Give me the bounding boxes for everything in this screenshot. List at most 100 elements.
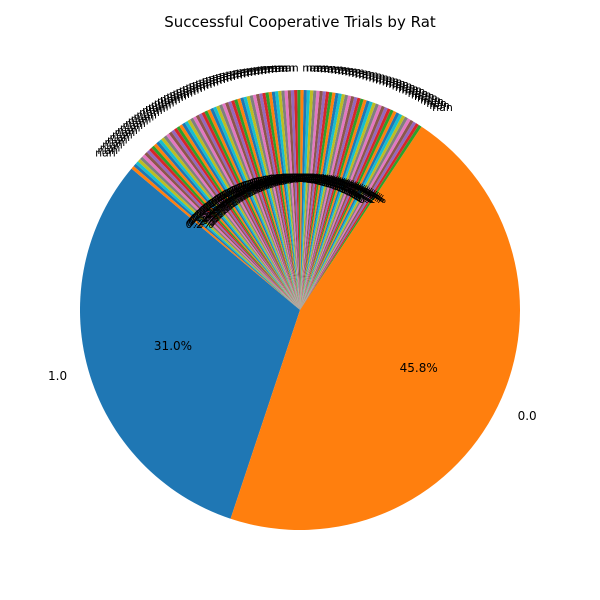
slice-label-nan: nan xyxy=(182,82,203,95)
slice-percent-small: 0.2% xyxy=(340,183,368,196)
pie-slice-nan xyxy=(300,90,307,310)
slice-label-nan: nan xyxy=(414,90,435,103)
slice-label-nan: nan xyxy=(163,91,184,104)
slice-percent-small: 0.2% xyxy=(244,178,272,191)
pie-slice-nan xyxy=(246,95,300,310)
pie-slice-nan xyxy=(163,135,300,310)
slice-label-nan: nan xyxy=(160,93,181,106)
pie-slice-nan xyxy=(300,109,394,310)
slice-label-nan: nan xyxy=(212,71,233,84)
pie-slice-nan xyxy=(173,127,300,310)
pie-slice-nan xyxy=(300,90,304,310)
slice-label-nan: nan xyxy=(169,88,190,101)
slice-label-nan: nan xyxy=(202,74,223,87)
pie-slice-nan xyxy=(210,107,300,310)
slice-label-nan: nan xyxy=(344,66,365,79)
slice-label-nan: nan xyxy=(351,67,372,80)
pie-slice-nan xyxy=(281,90,300,310)
slice-percent-small: 0.2% xyxy=(318,175,346,188)
slice-label-nan: nan xyxy=(185,81,206,94)
slice-label-nan: nan xyxy=(392,80,413,93)
slice-percent-small: 0.2% xyxy=(251,176,279,189)
pie-slice-nan xyxy=(204,110,300,310)
pie-slice-nan xyxy=(300,90,311,310)
pie-slice-nan xyxy=(300,101,373,310)
pie-slice-nan xyxy=(252,94,300,310)
slice-percent-small: 0.2% xyxy=(289,172,317,185)
slice-percent-small: 0.2% xyxy=(219,190,247,203)
slice-percent-small: 0.2% xyxy=(312,174,340,187)
slice-percent-small: 0.2% xyxy=(308,173,336,186)
pie-slice-nan xyxy=(146,149,300,310)
pie-slice-nan xyxy=(221,103,300,311)
slice-label-nan: nan xyxy=(423,95,444,108)
slice-percent-small: 0.2% xyxy=(332,180,360,193)
pie-slice-nan xyxy=(300,99,367,311)
pie-slice-nan xyxy=(300,115,406,310)
slice-percent-small: 0.2% xyxy=(214,193,242,206)
pie-labels: 1.0 31.0% 0.0 45.8% nan 0.2% nan 0.2% nan 0.2% nan… xyxy=(48,62,537,423)
pie-slice-nan xyxy=(300,90,317,310)
pie-slice-nan xyxy=(133,163,300,310)
slice-percent-small: 0.2% xyxy=(188,215,216,228)
pie-slice-nan xyxy=(192,116,300,310)
pie-slice-nan xyxy=(219,104,300,310)
pie-slice-nan xyxy=(176,126,300,310)
slice-percent-small: 0.2% xyxy=(270,172,298,185)
pie-slice-nan xyxy=(284,90,300,310)
slice-percent-small: 0.2% xyxy=(198,206,226,219)
pie-slice-nan xyxy=(142,154,300,310)
slice-label-nan: nan xyxy=(417,92,438,105)
slice-percent-small: 0.2% xyxy=(200,203,228,216)
pie-slice-nan xyxy=(195,114,300,310)
slice-percent-small: 0.2% xyxy=(266,173,294,186)
slice-percent-small: 0.2% xyxy=(325,177,353,190)
slice-label-nan: nan xyxy=(112,129,133,142)
pie-slice-nan xyxy=(166,133,300,310)
slice-percent-small: 0.2% xyxy=(223,188,251,201)
slice-label-nan: nan xyxy=(195,77,216,90)
slice-label-nan: nan xyxy=(302,62,323,75)
slice-percent-small: 0.2% xyxy=(210,196,238,209)
slice-label-nan: nan xyxy=(226,68,247,81)
slice-percent-small: 0.2% xyxy=(331,179,359,192)
pie-slice-nan xyxy=(300,119,414,310)
slice-label-nan: nan xyxy=(432,101,453,114)
slice-label-nan: nan xyxy=(192,78,213,91)
slice-label-nan: nan xyxy=(95,147,116,160)
pie-slice-nan xyxy=(201,111,300,310)
slice-percent-small: 0.2% xyxy=(301,172,329,185)
slice-percent-small: 0.2% xyxy=(235,182,263,195)
slice-label-nan: nan xyxy=(405,85,426,98)
pie-slice-nan xyxy=(207,109,300,310)
pie-slice-nan xyxy=(144,152,300,310)
slice-percent-small: 0.2% xyxy=(348,187,376,200)
slice-label-nan: nan xyxy=(107,134,128,147)
pie-slice-nan xyxy=(300,108,391,311)
slice-label-nan: nan xyxy=(334,64,355,77)
slice-label-nan: nan xyxy=(236,65,257,78)
slice-label-nan: nan xyxy=(133,110,154,123)
slice-percent: 31.0% xyxy=(154,339,192,353)
pie-slice-nan xyxy=(287,90,300,310)
slice-label-nan: nan xyxy=(375,73,396,86)
slice-percent-small: 0.2% xyxy=(237,181,265,194)
slice-percent-small: 0.2% xyxy=(259,174,287,187)
pie-slice-nan xyxy=(300,100,370,311)
slice-label-nan: nan xyxy=(205,73,226,86)
pie-slice-nan xyxy=(243,96,300,310)
pie-slice-nan xyxy=(161,137,300,310)
slice-percent-small: 0.2% xyxy=(352,189,380,202)
slice-percent-small: 0.2% xyxy=(316,175,344,188)
slice-percent-small: 0.2% xyxy=(341,184,369,197)
slice-label-nan: nan xyxy=(219,69,240,82)
pie-slice-nan xyxy=(153,143,300,310)
pie-slice-nan xyxy=(300,91,330,310)
pie-slice-nan xyxy=(300,110,397,310)
pie-slice-nan xyxy=(213,106,300,311)
slice-label-nan: nan xyxy=(316,62,337,75)
pie-slice-nan xyxy=(249,95,300,311)
slice-label-nan: nan xyxy=(120,122,141,135)
pie-slice-nan xyxy=(297,90,301,310)
slice-percent-small: 0.2% xyxy=(226,186,254,199)
